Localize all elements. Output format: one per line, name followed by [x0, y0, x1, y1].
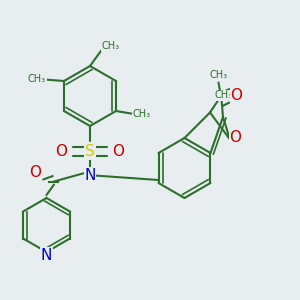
Text: O: O — [230, 130, 242, 146]
Text: CH₃: CH₃ — [214, 90, 232, 100]
Text: O: O — [112, 144, 124, 159]
Text: S: S — [85, 144, 95, 159]
Text: O: O — [29, 165, 41, 180]
Text: CH₃: CH₃ — [209, 70, 228, 80]
Text: CH₃: CH₃ — [28, 74, 46, 85]
Text: CH₃: CH₃ — [132, 109, 151, 119]
Text: O: O — [56, 144, 68, 159]
Text: N: N — [41, 248, 52, 262]
Text: N: N — [84, 168, 96, 183]
Text: O: O — [230, 88, 242, 104]
Text: CH₃: CH₃ — [101, 41, 119, 52]
